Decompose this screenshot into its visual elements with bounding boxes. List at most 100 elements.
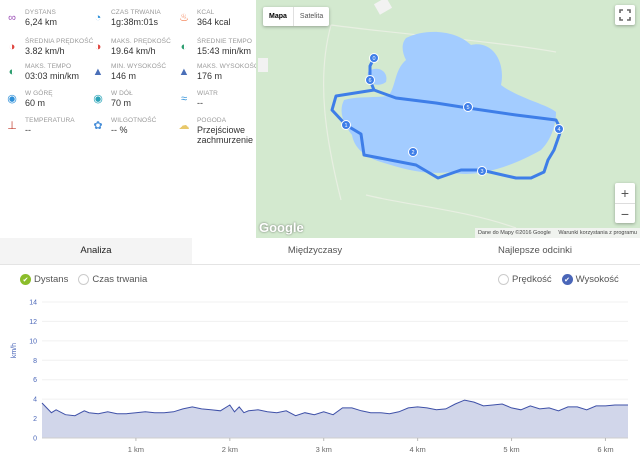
stat-label: WIATR: [197, 90, 218, 97]
stat-mountain-max: ▲ MAKS. WYSOKOŚĆ 176 m: [172, 58, 259, 86]
y-tick-label: 12: [29, 319, 37, 326]
series-toggle: Prędkość ✔ Wysokość: [498, 274, 619, 285]
y-tick-label: 6: [33, 377, 37, 384]
terms-link[interactable]: Warunki korzystania z programu: [558, 230, 637, 236]
zoom-in-button[interactable]: +: [615, 183, 635, 204]
route-markers: 0 1 2 3 4 5 6: [341, 53, 564, 176]
activity-stats-panel: ∞ DYSTANS 6,24 km ◔ CZAS TRWANIA 1g:38m:01s ♨ K…: [0, 0, 259, 238]
route-marker-5[interactable]: 5: [463, 102, 473, 112]
route-icon: ∞: [8, 12, 16, 24]
map-attribution: Dane do Mapy ©2016 Google Warunki korzys…: [474, 228, 640, 238]
y-tick-label: 10: [29, 338, 37, 345]
x-tick-label: 3 km: [316, 445, 332, 454]
stat-value: 19.64 km/h: [111, 46, 156, 56]
stat-ascent: ◉ W GÓRĘ 60 m: [0, 85, 86, 113]
fullscreen-button[interactable]: [615, 5, 635, 25]
y-tick-label: 0: [33, 436, 37, 443]
map-type-control: Mapa Satelita: [263, 7, 330, 26]
tab-miedzyczasy[interactable]: Międzyczasy: [287, 245, 343, 256]
stat-value: --: [25, 125, 31, 135]
fullscreen-icon: [619, 9, 631, 21]
stat-descent: ◉ W DÓŁ 70 m: [86, 85, 172, 113]
humidity-icon: ✿: [93, 120, 103, 132]
stat-label: W GÓRĘ: [25, 90, 53, 97]
altitude-label[interactable]: Wysokość: [575, 274, 619, 285]
speed-label[interactable]: Prędkość: [512, 274, 552, 285]
stat-humidity: ✿ WILGOTNOŚĆ -- %: [86, 112, 172, 140]
speedometer-icon: ◑: [8, 41, 16, 53]
speed-chart[interactable]: 0 2 4 6 8 10 12 14 km/h 1 km 2 km 3 km 4 km 5 km 6 km: [0, 296, 640, 464]
map-canvas[interactable]: 0 1 2 3 4 5 6: [256, 0, 640, 238]
pace-max-icon: ◐: [8, 66, 16, 78]
stat-value: 146 m: [111, 71, 137, 81]
stat-mountain-min: ▲ MIN. WYSOKOŚĆ 146 m: [86, 58, 172, 86]
stat-weather: ☁ POGODA Przejściowe zachmurzenie: [172, 112, 258, 145]
speed-series-area: [42, 400, 628, 438]
zoom-out-button[interactable]: −: [620, 206, 630, 222]
stat-value: 03:03 min/km: [25, 71, 80, 81]
distance-label[interactable]: Dystans: [34, 274, 69, 285]
wind-icon: ≈: [180, 93, 188, 105]
stat-label: DYSTANS: [25, 9, 56, 16]
stopwatch-icon: ◔: [94, 12, 102, 24]
stat-label: WILGOTNOŚĆ: [111, 117, 157, 124]
x-tick-label: 6 km: [597, 445, 613, 454]
svg-text:3: 3: [480, 169, 483, 175]
descent-icon: ◉: [93, 93, 103, 105]
x-tick-label: 1 km: [128, 445, 144, 454]
svg-text:4: 4: [557, 127, 560, 133]
route-marker-2[interactable]: 2: [408, 147, 418, 157]
flame-icon: ♨: [179, 12, 189, 24]
stat-label: ŚREDNIE TEMPO: [197, 38, 252, 45]
stat-stopwatch: ◔ CZAS TRWANIA 1g:38m:01s: [86, 4, 172, 32]
svg-text:6: 6: [368, 78, 371, 84]
x-tick-label: 5 km: [503, 445, 519, 454]
weather-icon: ☁: [178, 120, 190, 132]
route-marker-3[interactable]: 3: [477, 166, 487, 176]
stat-value: 176 m: [197, 71, 223, 81]
duration-radio[interactable]: [78, 274, 90, 285]
stat-value: 1g:38m:01s: [111, 17, 159, 27]
route-map[interactable]: 0 1 2 3 4 5 6 Mapa Satelita + − Google Dane do…: [256, 0, 640, 238]
y-axis-label: km/h: [11, 343, 18, 358]
x-tick-label: 2 km: [222, 445, 238, 454]
duration-label[interactable]: Czas trwania: [92, 274, 148, 285]
stat-label: W DÓŁ: [111, 90, 133, 97]
stat-label: CZAS TRWANIA: [111, 9, 161, 16]
route-marker-6[interactable]: 6: [365, 75, 375, 85]
route-marker-4[interactable]: 4: [554, 124, 564, 134]
x-tick-label: 4 km: [410, 445, 426, 454]
ascent-icon: ◉: [7, 93, 17, 105]
stat-label: MAKS. WYSOKOŚĆ: [197, 63, 259, 70]
stat-label: TEMPERATURA: [25, 117, 75, 124]
y-tick-label: 4: [33, 397, 37, 404]
svg-text:1: 1: [344, 123, 347, 129]
tab-najlepsze-odcinki[interactable]: Najlepsze odcinki: [498, 245, 572, 256]
tab-analiza[interactable]: Analiza: [0, 238, 192, 264]
svg-text:5: 5: [466, 105, 469, 111]
stat-label: KCAL: [197, 9, 215, 16]
map-type-map-button[interactable]: Mapa: [269, 13, 287, 20]
stat-flame: ♨ KCAL 364 kcal: [172, 4, 258, 32]
stat-value: 70 m: [111, 98, 132, 108]
svg-text:0: 0: [372, 56, 375, 62]
thermometer-icon: ⊥: [7, 120, 17, 132]
stat-speedometer: ◑ ŚREDNIA PRĘDKOŚĆ 3.82 km/h: [0, 33, 94, 61]
speed-checkbox[interactable]: [498, 274, 509, 285]
stat-label: MAKS. PRĘDKOŚĆ: [111, 38, 171, 45]
stat-label: POGODA: [197, 117, 227, 124]
speedometer-max-icon: ◑: [94, 41, 102, 53]
stat-label: MIN. WYSOKOŚĆ: [111, 63, 167, 70]
stat-value: 3.82 km/h: [25, 46, 65, 56]
stat-value: 6,24 km: [25, 17, 58, 27]
route-marker-0[interactable]: 0: [369, 53, 379, 63]
route-marker-1[interactable]: 1: [341, 120, 351, 130]
analysis-tabs: Analiza Międzyczasy Najlepsze odcinki: [0, 238, 640, 265]
stat-wind: ≈ WIATR --: [172, 85, 258, 113]
stat-value: 15:43 min/km: [197, 46, 252, 56]
map-type-satellite-button[interactable]: Satelita: [292, 7, 329, 26]
altitude-checkbox[interactable]: ✔: [561, 274, 573, 285]
distance-radio[interactable]: ✔: [20, 274, 31, 285]
stat-pace: ◐ ŚREDNIE TEMPO 15:43 min/km: [172, 33, 258, 61]
stat-label: ŚREDNIA PRĘDKOŚĆ: [25, 38, 94, 45]
